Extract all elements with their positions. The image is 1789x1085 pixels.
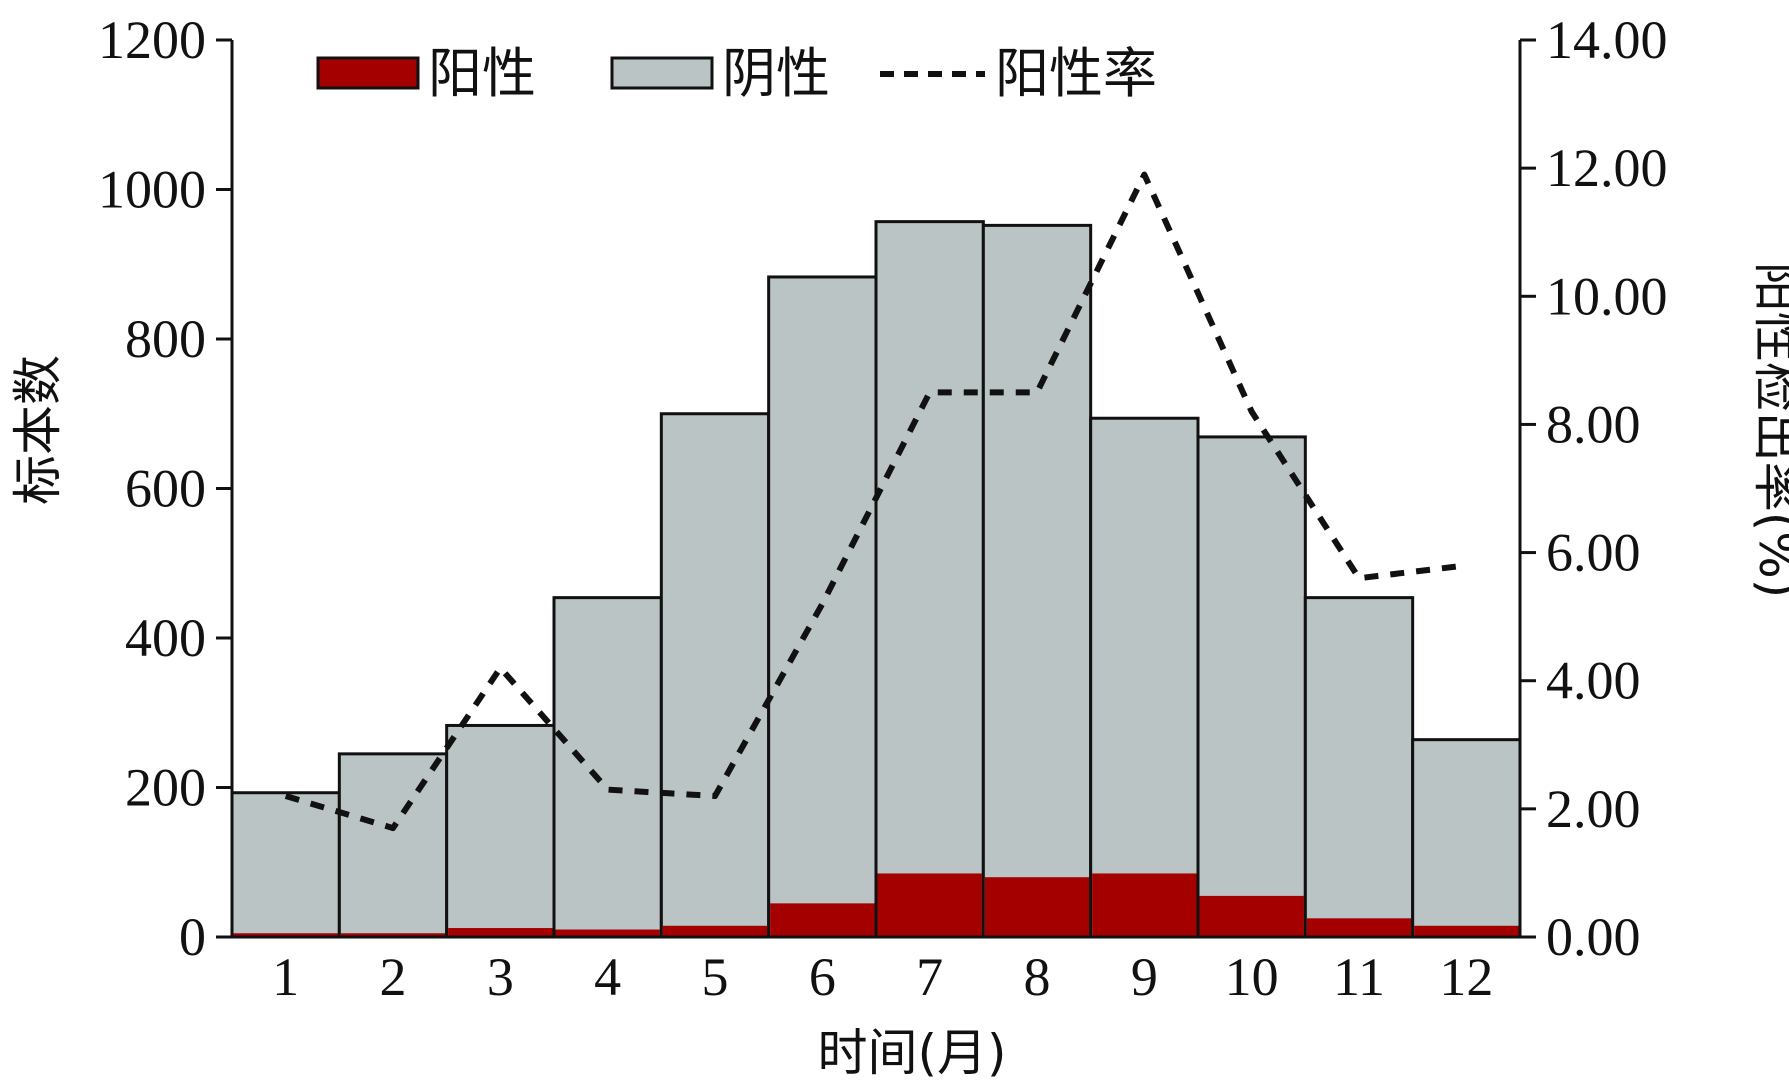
y-tick-label: 400 — [125, 608, 206, 668]
bar-positive — [1092, 873, 1197, 937]
legend-label-positive: 阳性 — [428, 42, 536, 105]
y-tick-label: 0 — [179, 907, 206, 967]
bar-negative — [230, 791, 341, 939]
y2-tick-label: 8.00 — [1546, 394, 1641, 454]
bar-positive — [662, 925, 768, 937]
y-tick-label: 600 — [125, 459, 206, 519]
legend-swatch-positive — [316, 56, 420, 90]
bar-positive — [1199, 895, 1304, 937]
axes-layer: 0 200 400 600 800 1000 1200 0.00 2.00 4.00 6.00 8.0… — [98, 10, 1668, 1007]
bars-layer — [230, 220, 1522, 939]
y-tick-label: 200 — [125, 758, 206, 818]
x-tick-label: 8 — [1024, 947, 1051, 1007]
x-tick-label: 11 — [1333, 947, 1385, 1007]
x-tick-label: 12 — [1439, 947, 1493, 1007]
bar-negative — [659, 412, 771, 939]
x-tick-label: 2 — [380, 947, 407, 1007]
y2-tick-label: 6.00 — [1546, 523, 1641, 583]
legend-swatch-negative — [610, 56, 714, 90]
y2-tick-label: 2.00 — [1546, 779, 1641, 839]
bar-positive — [1414, 925, 1519, 937]
y-tick-label: 800 — [125, 309, 206, 369]
bar-negative — [1411, 738, 1522, 939]
y-tick-label: 1200 — [98, 10, 206, 70]
y2-tick-label: 4.00 — [1546, 651, 1641, 711]
x-tick-label: 9 — [1131, 947, 1158, 1007]
x-tick-label: 4 — [594, 947, 621, 1007]
bar-negative — [1089, 416, 1200, 939]
x-tick-label: 5 — [702, 947, 729, 1007]
rate-line-layer — [284, 171, 1467, 832]
bar-negative — [445, 723, 556, 939]
y2-tick-label: 14.00 — [1546, 10, 1668, 70]
rate-line — [284, 171, 1467, 832]
y-axis-title: 标本数 — [9, 355, 67, 505]
bar-negative — [337, 752, 449, 939]
bar-positive — [233, 933, 338, 937]
x-tick-label: 1 — [272, 947, 299, 1007]
y2-tick-label: 0.00 — [1546, 907, 1641, 967]
legend: 阳性 阴性 阳性率 — [316, 42, 1157, 105]
bar-positive — [1306, 918, 1412, 937]
bar-positive — [770, 903, 875, 937]
y2-axis-title: 阳性检出率(%) — [1748, 262, 1789, 599]
bar-negative — [1196, 435, 1307, 939]
y2-tick-label: 10.00 — [1546, 266, 1668, 326]
bar-positive — [448, 928, 553, 937]
bar-positive — [984, 877, 1090, 937]
bar-negative — [874, 220, 985, 939]
bar-positive — [340, 933, 446, 937]
x-tick-label: 10 — [1225, 947, 1279, 1007]
x-axis-title: 时间(月) — [817, 1024, 1006, 1082]
x-tick-label: 3 — [487, 947, 514, 1007]
bar-negative — [552, 596, 663, 939]
bar-negative — [1303, 596, 1415, 939]
y-tick-label: 1000 — [98, 160, 206, 220]
bar-negative — [981, 223, 1093, 939]
y2-tick-label: 12.00 — [1546, 138, 1668, 198]
bar-positive — [555, 929, 660, 937]
legend-label-rate: 阳性率 — [995, 42, 1157, 105]
bar-positive — [877, 873, 982, 937]
x-tick-label: 7 — [916, 947, 943, 1007]
x-tick-label: 6 — [809, 947, 836, 1007]
legend-label-negative: 阴性 — [722, 42, 830, 105]
